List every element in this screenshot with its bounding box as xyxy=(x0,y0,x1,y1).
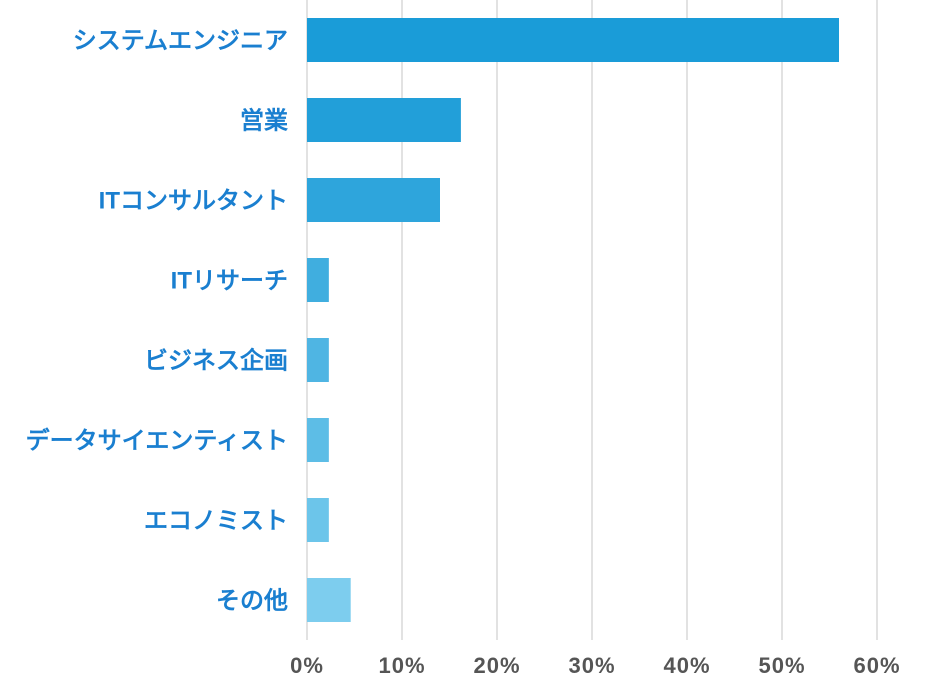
bar xyxy=(307,258,329,302)
x-tick-label: 50% xyxy=(758,653,805,678)
y-tick-label: ITコンサルタント xyxy=(99,187,288,214)
y-tick-label: データサイエンティスト xyxy=(26,426,288,454)
y-tick-label: システムエンジニア xyxy=(73,27,288,54)
x-tick-label: 20% xyxy=(473,653,520,678)
x-tick-label: 10% xyxy=(378,653,425,678)
bar xyxy=(307,178,440,222)
bar xyxy=(307,98,461,142)
y-tick-label: ビジネス企画 xyxy=(144,346,288,374)
bar xyxy=(307,338,329,382)
x-tick-label: 0% xyxy=(290,653,324,678)
x-tick-label: 60% xyxy=(853,653,900,678)
y-tick-label: 営業 xyxy=(240,106,288,134)
y-tick-label: エコノミスト xyxy=(144,507,288,534)
bar xyxy=(307,578,351,622)
x-tick-label: 40% xyxy=(663,653,710,678)
bar xyxy=(307,498,329,542)
bar xyxy=(307,418,329,462)
bar xyxy=(307,18,839,62)
y-tick-label: ITリサーチ xyxy=(171,267,288,294)
x-tick-label: 30% xyxy=(568,653,615,678)
y-tick-label: その他 xyxy=(216,587,288,614)
